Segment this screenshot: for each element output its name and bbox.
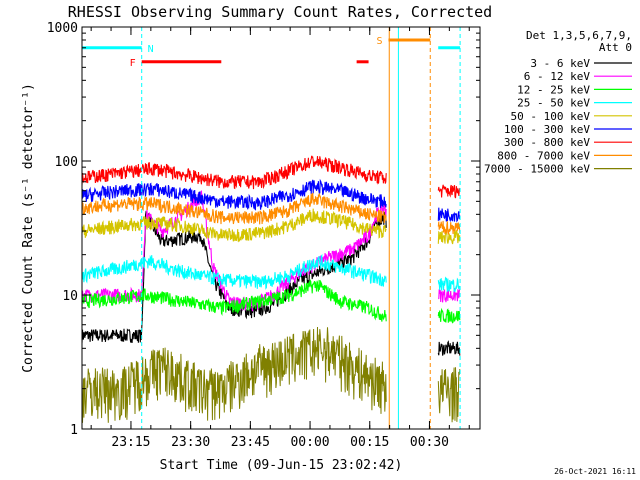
y-tick-label: 1 (70, 423, 78, 438)
legend-label-800-7000-kev: 800 - 7000 keV (497, 149, 590, 162)
chart-title: RHESSI Observing Summary Count Rates, Co… (68, 3, 492, 21)
legend-label-12-25-kev: 12 - 25 keV (517, 83, 590, 96)
y-tick-label: 1000 (47, 21, 78, 36)
series-line-6-12-kev (82, 190, 461, 312)
series-line-12-25-kev (82, 278, 461, 324)
legend-label-6-12-kev: 6 - 12 keV (524, 70, 591, 83)
plot-frame (81, 26, 481, 430)
series-line-50-100-kev (82, 208, 461, 245)
x-tick-label: 23:30 (171, 435, 210, 450)
series-line-800-7000-kev (82, 192, 461, 235)
legend-header-attenuator: Att 0 (599, 41, 632, 54)
plot-area (82, 27, 461, 429)
legend-label-7000-15000-kev: 7000 - 15000 keV (484, 163, 590, 176)
flag-label-s: S (376, 36, 382, 47)
legend-label-25-50-kev: 25 - 50 keV (517, 97, 590, 110)
series-line-300-800-kev (82, 155, 461, 199)
series-line-25-50-kev (82, 253, 461, 293)
x-tick-label: 23:45 (231, 435, 270, 450)
legend-header-detectors: Det 1,3,5,6,7,9, (526, 29, 632, 42)
x-tick-label: 00:00 (290, 435, 329, 450)
y-axis-label: Corrected Count Rate (s⁻¹ detector⁻¹) (21, 83, 36, 373)
legend-label-3-6-kev: 3 - 6 keV (530, 57, 590, 70)
series-line-7000-15000-kev (82, 326, 461, 423)
y-tick-label: 10 (62, 289, 78, 304)
x-tick-label: 00:30 (410, 435, 449, 450)
legend-label-100-300-kev: 100 - 300 keV (504, 123, 590, 136)
legend-label-50-100-kev: 50 - 100 keV (511, 110, 591, 123)
timestamp: 26-Oct-2021 16:11 (554, 467, 636, 476)
flag-label-n: N (148, 44, 154, 55)
y-tick-label: 100 (55, 155, 78, 170)
x-tick-label: 23:15 (111, 435, 150, 450)
series-line-100-300-kev (82, 178, 461, 223)
x-tick-label: 00:15 (350, 435, 389, 450)
legend-label-300-800-kev: 300 - 800 keV (504, 136, 590, 149)
flag-label-f: F (130, 58, 136, 69)
x-axis-label: Start Time (09-Jun-15 23:02:42) (160, 458, 403, 473)
